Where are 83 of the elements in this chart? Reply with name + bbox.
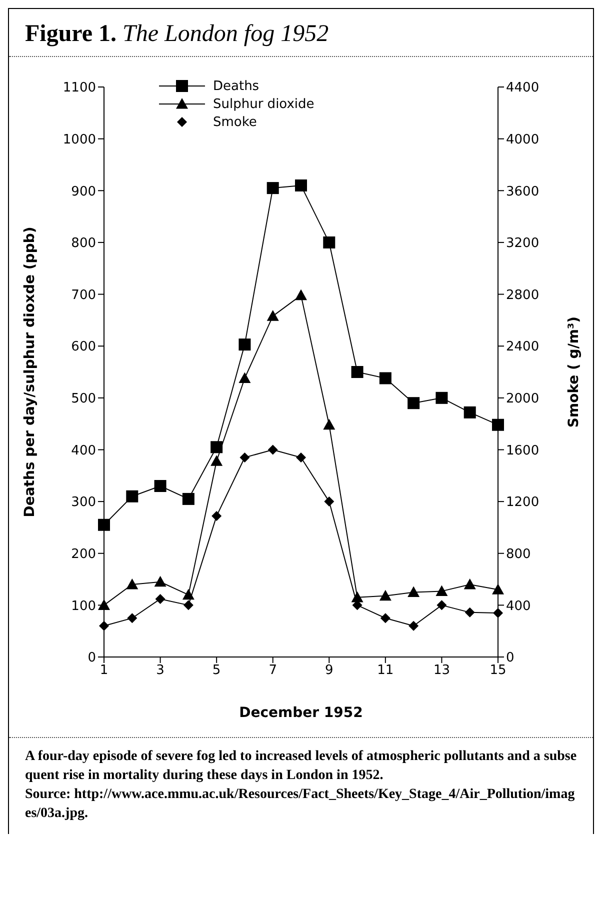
- legend-label: Smoke: [213, 114, 257, 130]
- point: [212, 511, 222, 522]
- point: [464, 607, 475, 618]
- point: [98, 518, 110, 531]
- point: [238, 338, 251, 351]
- point: [266, 182, 279, 194]
- y-tick-label: 600: [71, 340, 96, 355]
- point: [296, 452, 306, 462]
- chart-title: Figure 1. The London fog 1952: [25, 21, 329, 47]
- y2-tick-label: 3600: [506, 184, 540, 200]
- point: [492, 418, 504, 431]
- point: [408, 620, 419, 631]
- point: [464, 406, 476, 418]
- point: [408, 586, 420, 598]
- x-tick-label: 3: [156, 663, 164, 678]
- y-tick-label: 500: [71, 392, 96, 407]
- y2-tick-label: 2800: [506, 288, 540, 303]
- y2-tick-label: 1600: [506, 443, 540, 458]
- y2-tick-label: 800: [506, 546, 531, 562]
- y2-tick-label: 2400: [506, 340, 540, 355]
- point: [268, 444, 278, 455]
- x-tick-label: 1: [100, 663, 108, 678]
- y2-tick-label: 0: [506, 650, 514, 666]
- y-tick-label: 300: [71, 495, 96, 510]
- x-tick-label: 11: [377, 663, 394, 678]
- y2-tick-label: 4000: [506, 132, 540, 148]
- point: [155, 594, 166, 604]
- y-tick-label: 0: [88, 650, 96, 666]
- point: [210, 455, 223, 466]
- source-note: Source: http://www.ace.mmu.ac.uk/Resources/Fact_Sheets/Key_Stage_4/Air_Pollution/images/03a.jpg.: [25, 786, 576, 823]
- y-tick-label: 1100: [62, 80, 96, 96]
- x-tick-label: 7: [268, 663, 277, 678]
- y-tick-label: 700: [71, 288, 96, 303]
- y2-tick-label: 3200: [506, 236, 540, 252]
- x-axis-title: December 1952: [239, 705, 363, 721]
- point: [99, 620, 109, 631]
- y-tick-label: 100: [71, 598, 96, 614]
- point: [436, 600, 447, 610]
- x-tick-label: 9: [325, 663, 334, 678]
- point: [351, 366, 364, 378]
- y-tick-label: 200: [71, 546, 96, 562]
- point: [182, 492, 194, 505]
- point: [436, 392, 448, 404]
- y-tick-label: 1000: [62, 132, 96, 148]
- x-tick-label: 5: [212, 663, 221, 678]
- point: [266, 310, 279, 321]
- point: [408, 397, 420, 410]
- point: [183, 600, 194, 610]
- point: [379, 590, 392, 601]
- point: [240, 452, 250, 462]
- y2-tick-label: 4400: [506, 80, 540, 96]
- y2-tick-label: 1200: [506, 495, 540, 510]
- point: [295, 289, 307, 300]
- point: [154, 480, 166, 492]
- point: [436, 585, 448, 596]
- point: [295, 179, 307, 192]
- y2-tick-label: 400: [506, 598, 531, 614]
- point: [127, 613, 138, 624]
- y-tick-label: 800: [71, 236, 96, 252]
- y-axis-title: Deaths per day/sulphur dioxde (ppb): [22, 226, 38, 518]
- point: [323, 236, 336, 248]
- point: [493, 608, 503, 618]
- point: [464, 578, 476, 590]
- point: [210, 441, 223, 454]
- x-tick-label: 15: [490, 663, 506, 678]
- point: [126, 578, 138, 590]
- legend-label: Deaths: [213, 78, 260, 94]
- point: [182, 588, 194, 600]
- legend-label: Sulphur dioxide: [213, 96, 314, 112]
- point: [154, 576, 166, 587]
- point: [323, 418, 336, 430]
- y2-tick-label: 2000: [506, 392, 540, 407]
- point: [324, 496, 334, 507]
- y-tick-label: 400: [71, 443, 96, 458]
- point: [492, 584, 504, 594]
- x-tick-label: 13: [433, 663, 450, 678]
- point: [238, 372, 251, 384]
- y-tick-label: 900: [71, 184, 96, 200]
- text: A four-day episode of severe fog led to increased levels of atmospheric pollutants and a subsequent rise in mortality during these days in London in 1952.: [25, 748, 577, 785]
- point: [379, 372, 392, 384]
- point: [126, 490, 138, 502]
- point: [380, 613, 390, 624]
- y2-axis-title: Smoke ( g/m³): [566, 316, 582, 428]
